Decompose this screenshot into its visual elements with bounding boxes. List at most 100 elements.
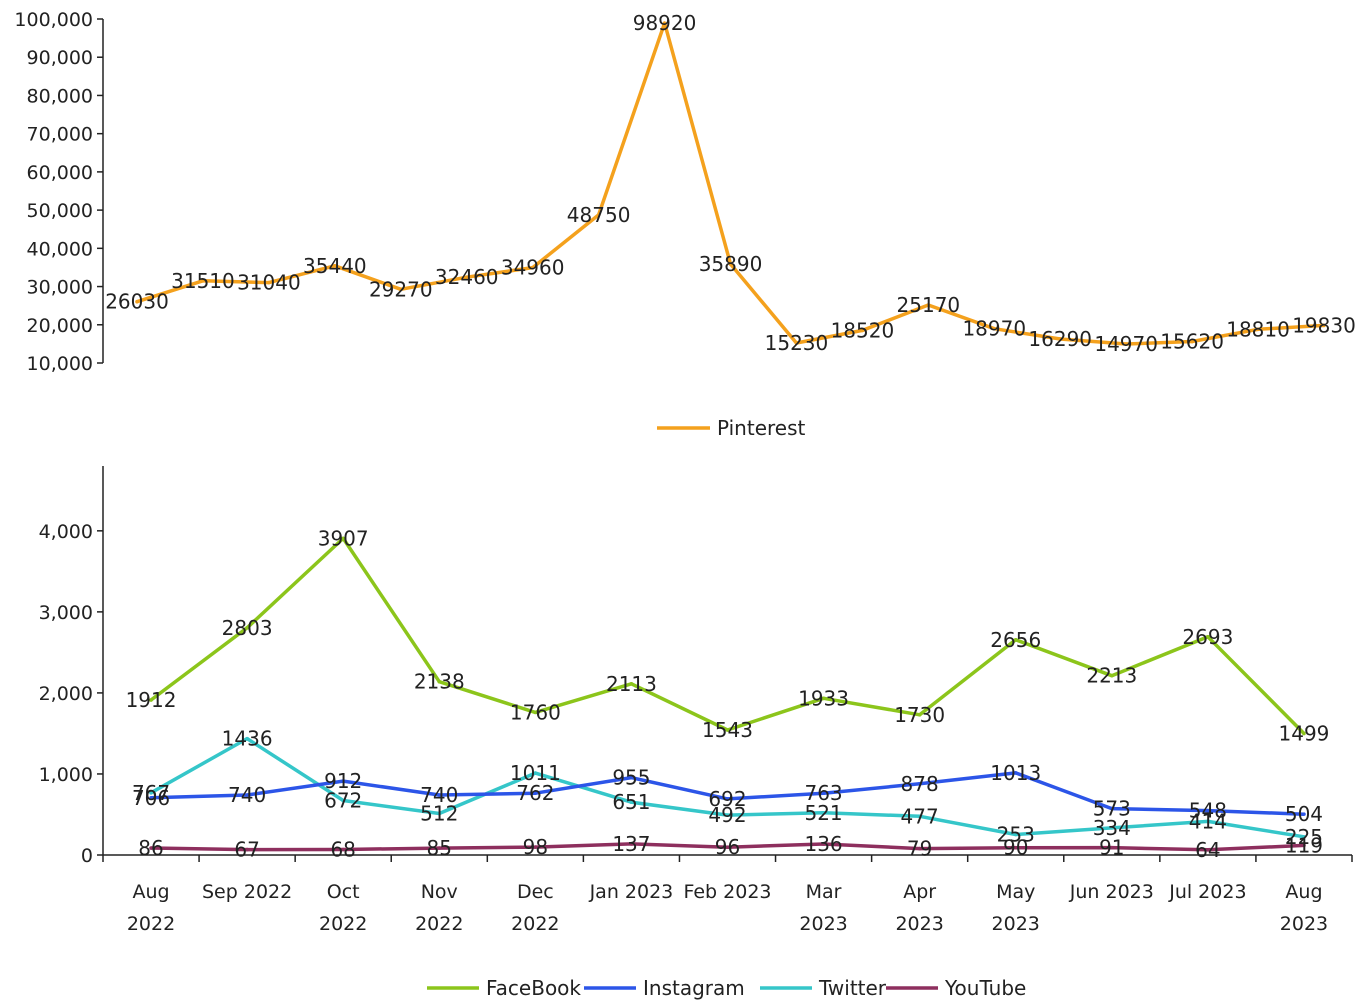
x-tick-label-line: 2022 bbox=[127, 913, 175, 935]
x-tick-label-line: Apr bbox=[903, 881, 936, 903]
data-point bbox=[1013, 832, 1018, 837]
x-tick-label-line: 2022 bbox=[511, 913, 559, 935]
data-label: 98 bbox=[523, 835, 548, 859]
data-point bbox=[1110, 845, 1114, 850]
data-label: 19830 bbox=[1292, 313, 1356, 337]
x-tick-label-line: Dec bbox=[517, 881, 554, 903]
data-point bbox=[821, 791, 826, 795]
x-tick-label: Oct 2022 bbox=[319, 881, 367, 935]
x-tick-label-line: 2023 bbox=[799, 913, 847, 935]
data-point bbox=[725, 728, 730, 732]
data-point bbox=[245, 847, 249, 852]
data-point bbox=[1110, 673, 1114, 678]
data-point bbox=[917, 782, 922, 786]
x-tick-label-line: May bbox=[996, 881, 1035, 903]
data-point bbox=[333, 263, 337, 268]
data-point bbox=[629, 800, 634, 805]
data-label: 762 bbox=[516, 781, 554, 805]
data-point bbox=[821, 696, 826, 701]
data-point bbox=[1302, 812, 1306, 816]
data-point bbox=[135, 299, 139, 304]
data-label: 2138 bbox=[414, 670, 465, 694]
legend: FaceBook Instagram Twitter YouTube bbox=[427, 976, 1026, 1000]
data-point bbox=[917, 712, 922, 717]
data-label: 137 bbox=[612, 832, 650, 856]
x-tick-label: Aug 2022 bbox=[127, 881, 175, 935]
data-label: 91 bbox=[1099, 836, 1124, 860]
x-tick-label-line: Jul 2023 bbox=[1168, 881, 1246, 903]
data-label: 34960 bbox=[501, 256, 565, 280]
x-tick-label-line: 2023 bbox=[992, 913, 1040, 935]
data-point bbox=[245, 736, 249, 741]
data-label: 68 bbox=[330, 837, 355, 861]
data-label: 651 bbox=[612, 790, 650, 814]
data-point bbox=[860, 328, 865, 333]
y-tick-label: 3,000 bbox=[39, 602, 93, 624]
data-point bbox=[437, 679, 442, 684]
data-label: 86 bbox=[138, 836, 163, 860]
y-tick-label: 2,000 bbox=[39, 683, 93, 705]
x-tick-label: May 2023 bbox=[992, 881, 1040, 935]
data-point bbox=[1256, 327, 1260, 332]
data-point bbox=[533, 771, 538, 775]
data-point bbox=[728, 262, 733, 266]
data-point bbox=[1013, 845, 1018, 850]
data-label: 31040 bbox=[237, 271, 301, 295]
data-point bbox=[1206, 634, 1210, 639]
x-tick-label: Aug 2023 bbox=[1280, 881, 1328, 935]
data-point bbox=[725, 797, 730, 801]
data-label: 2656 bbox=[990, 628, 1041, 652]
data-label: 32460 bbox=[435, 265, 499, 289]
x-tick-label-line: Nov bbox=[421, 881, 458, 903]
y-tick-label: 10,000 bbox=[27, 353, 93, 375]
data-label: 25170 bbox=[897, 293, 961, 317]
y-tick-label: 100,000 bbox=[14, 9, 93, 31]
data-point bbox=[1124, 342, 1128, 346]
y-tick-label: 20,000 bbox=[27, 315, 93, 337]
x-tick-label-line: Mar bbox=[806, 881, 842, 903]
data-point bbox=[1013, 771, 1018, 775]
data-label: 35890 bbox=[699, 252, 763, 276]
data-label: 706 bbox=[132, 786, 170, 810]
x-tick-label: Mar 2023 bbox=[799, 881, 847, 935]
data-label: 67 bbox=[234, 838, 259, 862]
data-label: 31510 bbox=[171, 269, 235, 293]
data-point bbox=[794, 341, 799, 345]
y-tick-label: 60,000 bbox=[27, 162, 93, 184]
data-label: 912 bbox=[324, 769, 362, 793]
data-label: 1543 bbox=[702, 718, 753, 742]
x-tick-label: Sep 2022 bbox=[202, 881, 292, 903]
y-tick-label: 4,000 bbox=[39, 521, 93, 543]
data-label: 740 bbox=[228, 783, 266, 807]
data-label: 334 bbox=[1093, 816, 1131, 840]
x-tick-label: Apr 2023 bbox=[895, 881, 943, 935]
data-label: 15620 bbox=[1160, 330, 1224, 354]
data-label: 740 bbox=[420, 783, 458, 807]
y-tick-label: 50,000 bbox=[27, 200, 93, 222]
data-point bbox=[149, 846, 153, 850]
x-tick-label: Jun 2023 bbox=[1069, 881, 1154, 903]
data-point bbox=[437, 811, 442, 816]
data-point bbox=[533, 845, 538, 849]
data-point bbox=[1110, 806, 1114, 811]
data-label: 477 bbox=[901, 804, 939, 828]
data-label: 48750 bbox=[567, 203, 631, 227]
data-label: 2113 bbox=[606, 672, 657, 696]
y-tick-label: 90,000 bbox=[27, 47, 93, 69]
data-label: 878 bbox=[901, 772, 939, 796]
data-point bbox=[201, 278, 205, 283]
y-tick-label: 30,000 bbox=[27, 277, 93, 299]
legend-label-youtube: YouTube bbox=[944, 976, 1026, 1000]
data-point bbox=[341, 779, 345, 783]
legend-label-pinterest: Pinterest bbox=[717, 416, 806, 440]
x-tick-label: Jan 2023 bbox=[589, 881, 674, 903]
data-point bbox=[1302, 834, 1306, 839]
data-point bbox=[662, 21, 667, 25]
data-label: 3907 bbox=[318, 526, 369, 550]
data-label: 64 bbox=[1195, 838, 1220, 862]
data-label: 672 bbox=[324, 789, 362, 813]
data-point bbox=[1302, 843, 1306, 848]
data-label: 1013 bbox=[990, 761, 1041, 785]
x-tick-label-line: Sep 2022 bbox=[202, 881, 292, 903]
